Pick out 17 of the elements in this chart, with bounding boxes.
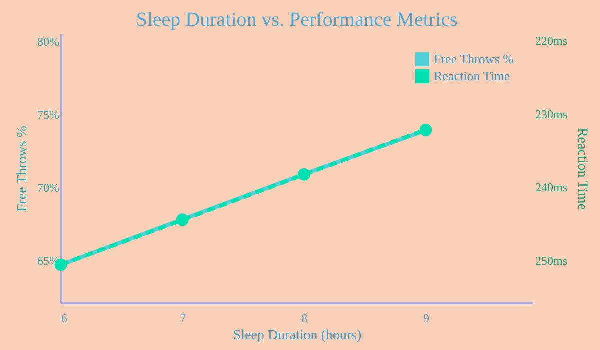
y2-tick-label: 230ms xyxy=(536,107,568,122)
y-tick-label: 80% xyxy=(38,34,60,49)
y2-axis-title: Reaction Time xyxy=(574,128,590,210)
y2-tick-label: 220ms xyxy=(536,34,568,48)
legend-label: Reaction Time xyxy=(434,68,510,84)
x-tick-label: 9 xyxy=(423,312,430,326)
y2-tick-label: 240ms xyxy=(536,180,568,195)
y-tick-label: 75% xyxy=(38,108,60,122)
x-tick-label: 7 xyxy=(180,312,186,326)
x-tick-label: 8 xyxy=(302,312,308,326)
x-tick-label: 6 xyxy=(62,312,68,326)
legend-label: Free Throws % xyxy=(434,52,514,66)
x-axis-title: Sleep Duration (hours) xyxy=(233,328,362,344)
y-axis-title: Free Throws % xyxy=(16,126,31,212)
y-tick-label: 70% xyxy=(38,181,60,196)
y2-tick-label: 250ms xyxy=(536,254,568,268)
chart-title: Sleep Duration vs. Performance Metrics xyxy=(136,9,458,31)
